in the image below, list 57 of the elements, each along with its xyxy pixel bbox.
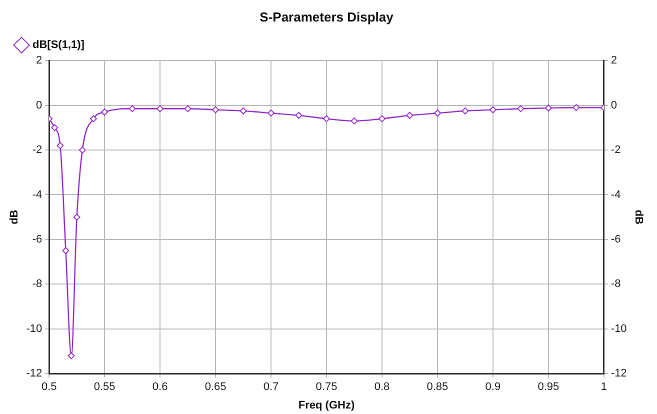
point <box>489 106 496 114</box>
y-tick-label: 2 <box>36 54 42 67</box>
point <box>406 112 414 119</box>
point <box>101 108 108 116</box>
point <box>323 115 330 122</box>
point <box>517 105 524 112</box>
x-tick-label: 0.75 <box>316 381 338 394</box>
point <box>350 117 358 124</box>
y2-axis-title: dB <box>632 210 644 224</box>
x-tick-label: 0.65 <box>204 381 226 394</box>
point <box>68 352 75 360</box>
point <box>268 110 275 117</box>
point <box>56 142 64 150</box>
x-axis-title: Freq (GHz) <box>298 399 355 412</box>
x-tick-label: 0.7 <box>263 381 279 394</box>
y-tick-label: -12 <box>26 368 42 380</box>
y-tick-label: 0 <box>36 99 42 112</box>
point <box>462 107 469 114</box>
point <box>78 146 86 154</box>
point <box>51 124 58 132</box>
point <box>240 107 247 114</box>
point <box>572 104 580 112</box>
legend-label: dB[S(1,1)] <box>32 39 85 52</box>
y2-tick-label: -4 <box>610 188 621 201</box>
y2-tick-label: -10 <box>610 322 627 335</box>
y2-tick-label: -8 <box>610 278 621 290</box>
y2-tick-label: -12 <box>610 368 627 380</box>
y-tick-label: -8 <box>32 278 42 290</box>
y2-tick-label: -6 <box>610 233 621 246</box>
y-tick-label: -10 <box>26 322 42 335</box>
point <box>62 247 70 254</box>
point <box>73 214 80 221</box>
chart-title: S-Parameters Display <box>260 9 394 24</box>
point <box>378 115 386 122</box>
y2-tick-label: 2 <box>610 54 618 67</box>
x-tick-label: 0.6 <box>152 381 168 394</box>
point <box>544 104 552 112</box>
x-tick-label: 0.8 <box>374 381 390 394</box>
x-tick-label: 1 <box>600 381 607 394</box>
x-tick-label: 0.5 <box>41 381 57 394</box>
x-tick-label: 0.9 <box>485 381 501 394</box>
x-tick-label: 0.85 <box>426 381 448 394</box>
point <box>184 105 192 112</box>
point <box>90 115 97 122</box>
y-tick-label: -4 <box>32 188 42 201</box>
point <box>295 112 302 119</box>
y-tick-label: -2 <box>32 144 42 156</box>
x-tick-label: 0.95 <box>538 381 560 394</box>
y2-tick-label: -2 <box>610 144 621 156</box>
point <box>156 105 164 112</box>
point <box>212 106 220 114</box>
y2-tick-label: 0 <box>610 99 618 112</box>
x-tick-label: 0.55 <box>94 381 116 394</box>
y-axis-title: dB <box>8 210 21 224</box>
point <box>434 110 441 117</box>
y-tick-label: -6 <box>32 233 42 246</box>
point <box>128 105 136 112</box>
